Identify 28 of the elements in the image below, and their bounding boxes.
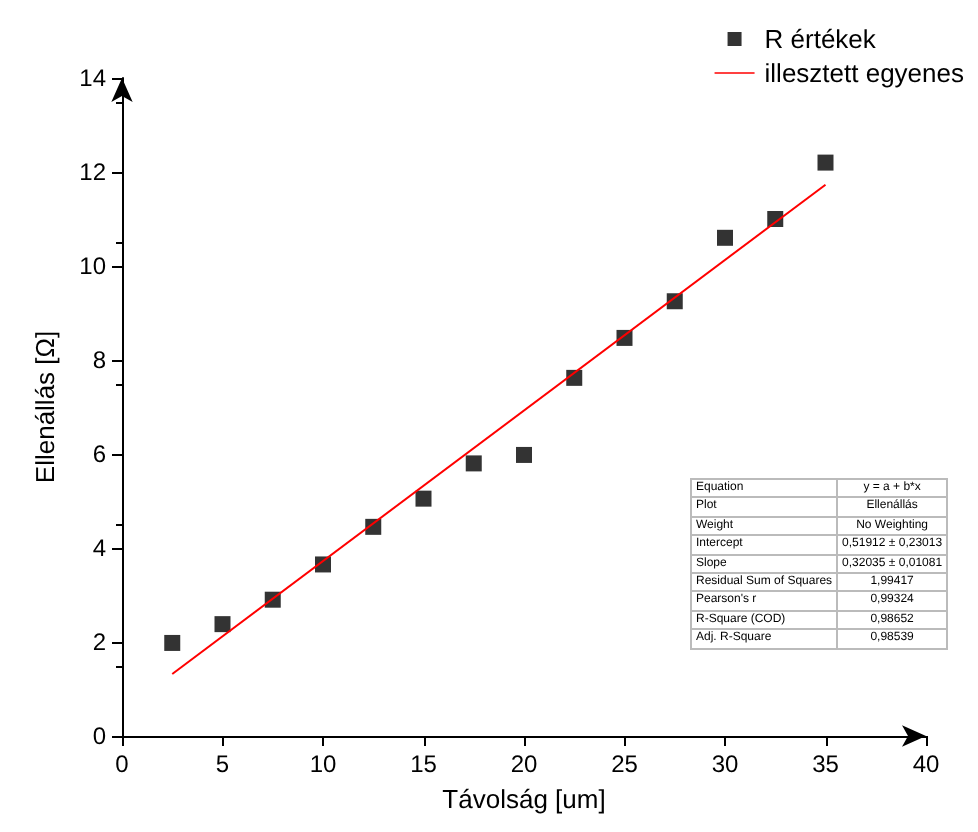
point <box>516 446 532 463</box>
y-tick-label: 6 <box>92 440 107 468</box>
y-tick-label: 4 <box>92 534 107 562</box>
y-tick-label: 12 <box>79 158 107 186</box>
legend-label: illesztett egyenes <box>764 58 965 88</box>
point <box>214 616 231 633</box>
x-tick-label: 20 <box>510 750 538 778</box>
point <box>415 490 432 507</box>
point <box>465 455 482 472</box>
x-tick-label: 35 <box>812 750 840 778</box>
x-tick-label: 40 <box>912 750 940 778</box>
y-tick-label: 10 <box>79 252 107 280</box>
x-tick-label: 25 <box>611 750 639 778</box>
x-tick-label: 30 <box>711 750 739 778</box>
point <box>717 229 733 246</box>
y-tick-label: 8 <box>92 346 107 374</box>
y-tick-label: 0 <box>92 722 107 750</box>
legend-label: R értékek <box>764 24 877 54</box>
point <box>164 634 181 651</box>
x-tick-label: 15 <box>410 750 438 778</box>
y-tick-label: 2 <box>92 628 107 656</box>
point <box>817 154 834 171</box>
x-axis-title: Távolság [um] <box>442 783 606 814</box>
x-tick-label: 0 <box>115 750 130 778</box>
y-axis-title: Ellenállás [Ω] <box>29 330 60 484</box>
y-tick-label: 14 <box>79 64 107 92</box>
x-tick-label: 10 <box>309 750 337 778</box>
x-tick-label: 5 <box>215 750 230 778</box>
